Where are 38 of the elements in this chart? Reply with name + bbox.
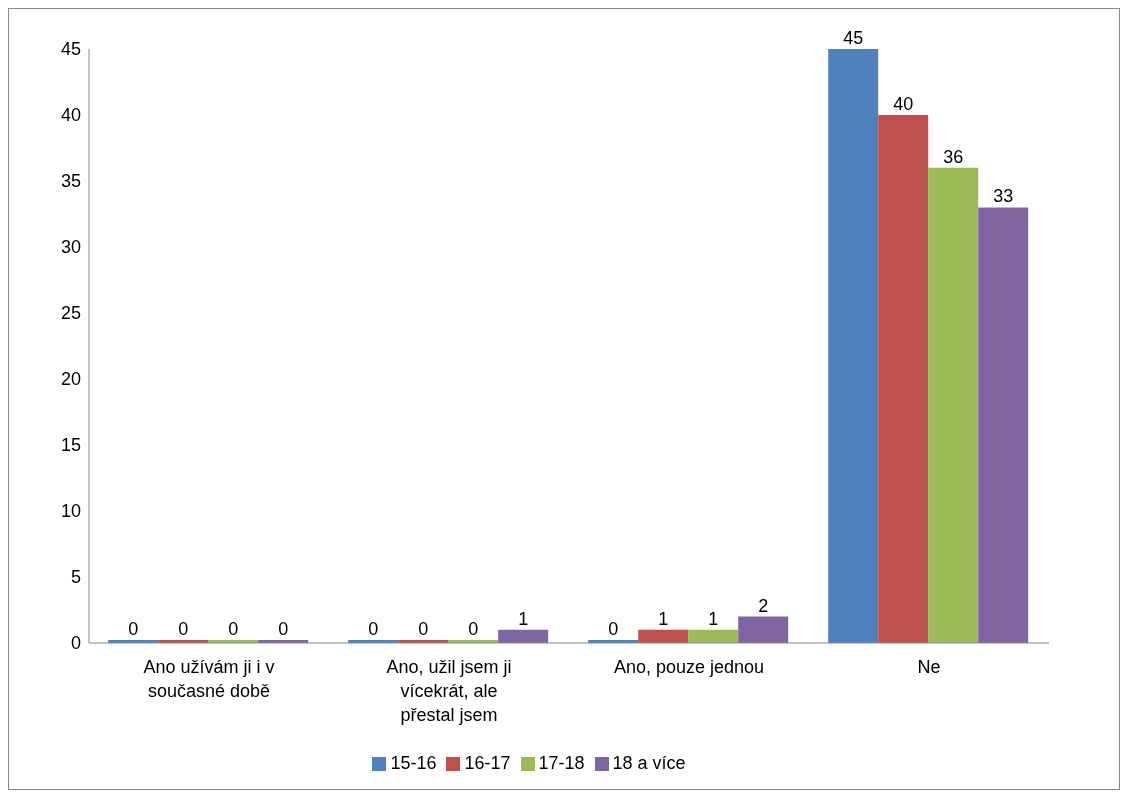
y-tick-label: 25 (60, 303, 81, 324)
data-label: 33 (993, 186, 1014, 207)
y-tick-label: 20 (60, 369, 81, 390)
legend-label: 15-16 (390, 753, 437, 773)
bar (978, 207, 1029, 643)
y-tick-label: 30 (60, 237, 81, 258)
bar (878, 115, 929, 643)
data-label: 2 (758, 595, 769, 616)
data-label: 0 (278, 619, 289, 639)
data-label: 1 (708, 608, 719, 629)
y-tick-label: 10 (60, 501, 81, 522)
x-tick-label: Ano užívám ji i v současné době (143, 657, 275, 701)
data-label: 0 (228, 619, 239, 639)
y-tick-label: 35 (60, 171, 81, 192)
legend-label: 16-17 (464, 753, 511, 773)
data-label: 0 (178, 619, 189, 639)
data-label: 0 (128, 619, 139, 639)
y-tick-label: 40 (60, 105, 81, 126)
data-label: 0 (468, 619, 479, 639)
data-label: 1 (658, 608, 669, 629)
data-label: 0 (418, 619, 429, 639)
y-tick-label: 45 (60, 39, 81, 60)
data-label: 0 (368, 619, 379, 639)
data-label: 36 (943, 146, 964, 167)
legend-label: 17-18 (538, 753, 585, 773)
x-tick-label: Ano, pouze jednou (613, 657, 765, 677)
legend-label: 18 a více (612, 753, 686, 773)
data-label: 45 (843, 28, 864, 48)
y-tick-label: 5 (70, 567, 81, 588)
y-tick-label: 0 (70, 633, 81, 654)
x-tick-label: Ano, užil jsem ji vícekrát, ale přestal jsem (386, 657, 512, 725)
data-label: 0 (608, 619, 619, 639)
bar (928, 167, 979, 643)
bar (828, 49, 879, 643)
x-tick-label: Ne (917, 657, 941, 677)
data-label: 1 (518, 608, 529, 629)
y-tick-label: 15 (60, 435, 81, 456)
data-label: 40 (893, 94, 914, 114)
